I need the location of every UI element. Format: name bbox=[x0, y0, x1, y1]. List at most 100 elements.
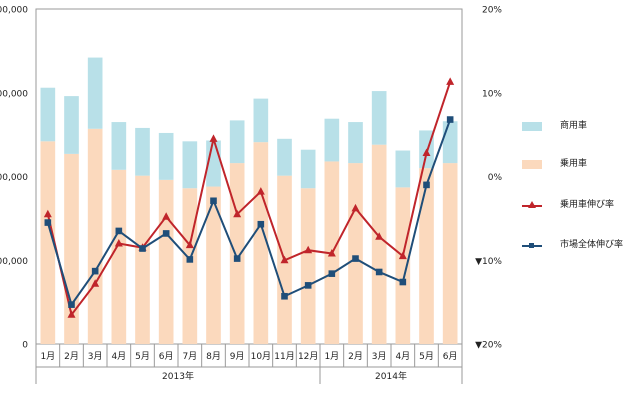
lines-group bbox=[43, 77, 455, 318]
bar-commercial bbox=[348, 122, 363, 164]
point-passenger-growth bbox=[43, 209, 52, 218]
point-market-growth bbox=[115, 227, 123, 235]
y-right-tick-label: 20% bbox=[482, 6, 502, 16]
bar-commercial bbox=[135, 127, 150, 176]
bar-passenger bbox=[395, 187, 411, 344]
bar-passenger bbox=[300, 188, 316, 344]
x-tick-label: 1月 bbox=[40, 351, 55, 362]
bar-passenger bbox=[135, 175, 150, 344]
bar-commercial bbox=[182, 141, 198, 189]
bar-commercial bbox=[111, 122, 127, 170]
y-left-tick-label: 100,000 bbox=[0, 257, 28, 267]
point-passenger-growth bbox=[256, 187, 265, 195]
point-passenger-growth bbox=[114, 239, 123, 247]
legend-item-commercial: 商用車 bbox=[520, 120, 640, 140]
bar-passenger bbox=[158, 179, 174, 344]
point-passenger-growth bbox=[67, 310, 76, 318]
bar-passenger bbox=[253, 142, 269, 344]
point-passenger-growth bbox=[233, 209, 242, 218]
axes-group: 0 100,000 200,000 300,000 400,000 ▼20% ▼10% 0% 1… bbox=[0, 6, 503, 384]
bar-commercial bbox=[395, 150, 411, 188]
bar-passenger bbox=[419, 168, 434, 344]
triangle-marker-icon bbox=[528, 201, 536, 208]
point-passenger-growth bbox=[375, 232, 384, 240]
point-passenger-growth bbox=[185, 240, 194, 249]
bar-commercial bbox=[87, 57, 103, 129]
x-tick-label: 9月 bbox=[230, 351, 245, 362]
point-market-growth bbox=[352, 255, 359, 262]
bar-commercial bbox=[300, 149, 316, 189]
y-left-tick-label: 0 bbox=[22, 341, 28, 351]
x-tick-label: 10月 bbox=[251, 351, 271, 362]
square-marker-icon bbox=[529, 243, 534, 248]
bar-passenger bbox=[40, 141, 56, 344]
point-market-growth bbox=[233, 255, 241, 262]
point-passenger-growth bbox=[422, 148, 431, 157]
x-tick-label: 2月 bbox=[64, 351, 79, 362]
legend-swatch-passenger bbox=[522, 160, 542, 169]
line-passenger-growth bbox=[46, 81, 452, 317]
point-market-growth bbox=[44, 219, 52, 226]
bar-commercial bbox=[158, 132, 174, 180]
x-tick-label: 4月 bbox=[111, 351, 126, 362]
bar-passenger bbox=[206, 186, 221, 344]
point-passenger-growth bbox=[280, 255, 289, 264]
legend-label-passenger-growth: 乗用車伸び率 bbox=[560, 200, 615, 210]
bar-commercial bbox=[324, 118, 340, 162]
legend-item-passenger-growth: 乗用車伸び率 bbox=[520, 199, 640, 219]
point-market-growth bbox=[304, 282, 312, 289]
point-market-growth bbox=[375, 268, 383, 276]
point-market-growth bbox=[68, 301, 75, 308]
bar-commercial bbox=[40, 87, 56, 142]
bar-passenger bbox=[87, 128, 103, 344]
y-left-tick-label: 300,000 bbox=[0, 89, 28, 99]
legend-label-commercial: 商用車 bbox=[560, 121, 588, 131]
bar-commercial bbox=[64, 96, 79, 154]
point-market-growth bbox=[91, 267, 99, 275]
x-tick-label: 8月 bbox=[206, 351, 221, 362]
y-left-tick-label: 400,000 bbox=[0, 6, 28, 16]
point-passenger-growth bbox=[351, 203, 360, 212]
bar-passenger bbox=[348, 163, 363, 344]
point-passenger-growth bbox=[398, 251, 407, 260]
legend: 商用車 乗用車 乗用車伸び率 市場全体伸び率 bbox=[520, 0, 640, 400]
point-market-growth bbox=[257, 220, 265, 228]
legend-label-passenger: 乗用車 bbox=[560, 159, 588, 169]
point-passenger-growth bbox=[162, 212, 171, 220]
bar-commercial bbox=[229, 120, 245, 164]
x-tick-label: 3月 bbox=[88, 351, 103, 362]
bar-commercial bbox=[442, 121, 458, 164]
x-tick-label: 7月 bbox=[182, 351, 197, 362]
x-tick-label: 5月 bbox=[135, 351, 150, 362]
x-tick-label: 6月 bbox=[443, 351, 458, 362]
x-tick-label: 12月 bbox=[298, 351, 318, 362]
x-tick-label: 4月 bbox=[395, 351, 410, 362]
line-market-growth bbox=[46, 119, 452, 307]
x-tick-label: 6月 bbox=[159, 351, 174, 362]
point-market-growth bbox=[210, 197, 217, 205]
y-right-tick-label: ▼20% bbox=[475, 341, 502, 351]
y-right-tick-label: 0% bbox=[488, 173, 503, 183]
point-market-growth bbox=[328, 270, 336, 277]
point-market-growth bbox=[399, 278, 407, 286]
bar-passenger bbox=[442, 163, 458, 344]
bar-passenger bbox=[371, 144, 387, 344]
bar-passenger bbox=[182, 188, 198, 344]
legend-item-passenger: 乗用車 bbox=[520, 158, 640, 178]
point-market-growth bbox=[162, 230, 170, 237]
point-passenger-growth bbox=[304, 245, 313, 254]
bar-commercial bbox=[253, 98, 269, 143]
point-market-growth bbox=[139, 245, 146, 252]
point-market-growth bbox=[281, 292, 288, 300]
point-passenger-growth bbox=[446, 77, 455, 85]
x-tick-label: 1月 bbox=[324, 351, 339, 362]
legend-label-market-growth: 市場全体伸び率 bbox=[560, 240, 624, 250]
y-right-tick-label: 10% bbox=[482, 89, 502, 99]
bar-commercial bbox=[371, 91, 387, 145]
x-tick-label: 3月 bbox=[372, 351, 387, 362]
point-market-growth bbox=[423, 181, 430, 189]
bar-commercial bbox=[277, 138, 292, 176]
x-tick-label: 11月 bbox=[274, 351, 294, 362]
bar-passenger bbox=[111, 169, 127, 344]
